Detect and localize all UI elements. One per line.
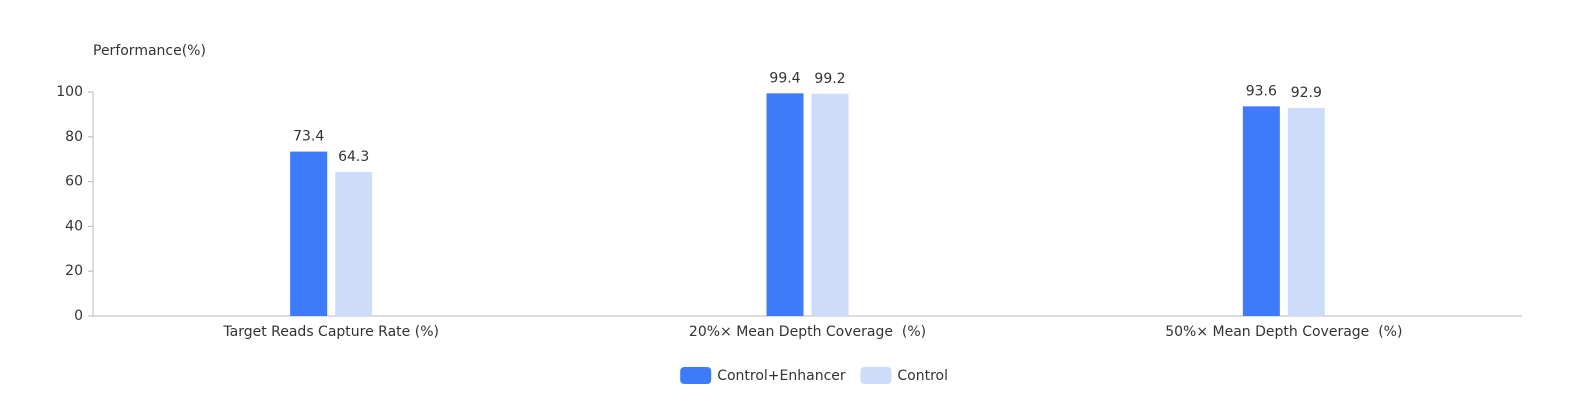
value-label: 99.4 bbox=[769, 70, 800, 86]
bar bbox=[290, 151, 328, 316]
legend-swatch bbox=[680, 367, 712, 384]
y-tick-label: 20 bbox=[65, 263, 83, 279]
y-tick-label: 40 bbox=[65, 218, 83, 234]
x-tick-label: 50%× Mean Depth Coverage (%) bbox=[1165, 324, 1402, 340]
y-tick-label: 0 bbox=[74, 308, 83, 324]
legend-label: Control+Enhancer bbox=[717, 368, 846, 384]
y-tick-label: 100 bbox=[56, 84, 83, 100]
value-label: 64.3 bbox=[338, 149, 369, 165]
legend-label: Control bbox=[897, 368, 948, 384]
legend-swatch bbox=[860, 367, 892, 384]
bar bbox=[1287, 107, 1325, 317]
bar bbox=[811, 93, 849, 317]
value-label: 93.6 bbox=[1246, 83, 1277, 99]
bar bbox=[766, 93, 804, 317]
x-tick-label: Target Reads Capture Rate (%) bbox=[222, 324, 439, 340]
x-tick-label: 20%× Mean Depth Coverage (%) bbox=[689, 324, 926, 340]
value-label: 73.4 bbox=[293, 129, 324, 145]
bar bbox=[1242, 106, 1280, 316]
y-axis-label: Performance(%) bbox=[93, 43, 206, 59]
value-label: 92.9 bbox=[1291, 85, 1322, 101]
y-tick-label: 60 bbox=[65, 174, 83, 190]
y-tick-label: 80 bbox=[65, 129, 83, 145]
bar bbox=[335, 171, 373, 316]
value-label: 99.2 bbox=[814, 71, 845, 87]
